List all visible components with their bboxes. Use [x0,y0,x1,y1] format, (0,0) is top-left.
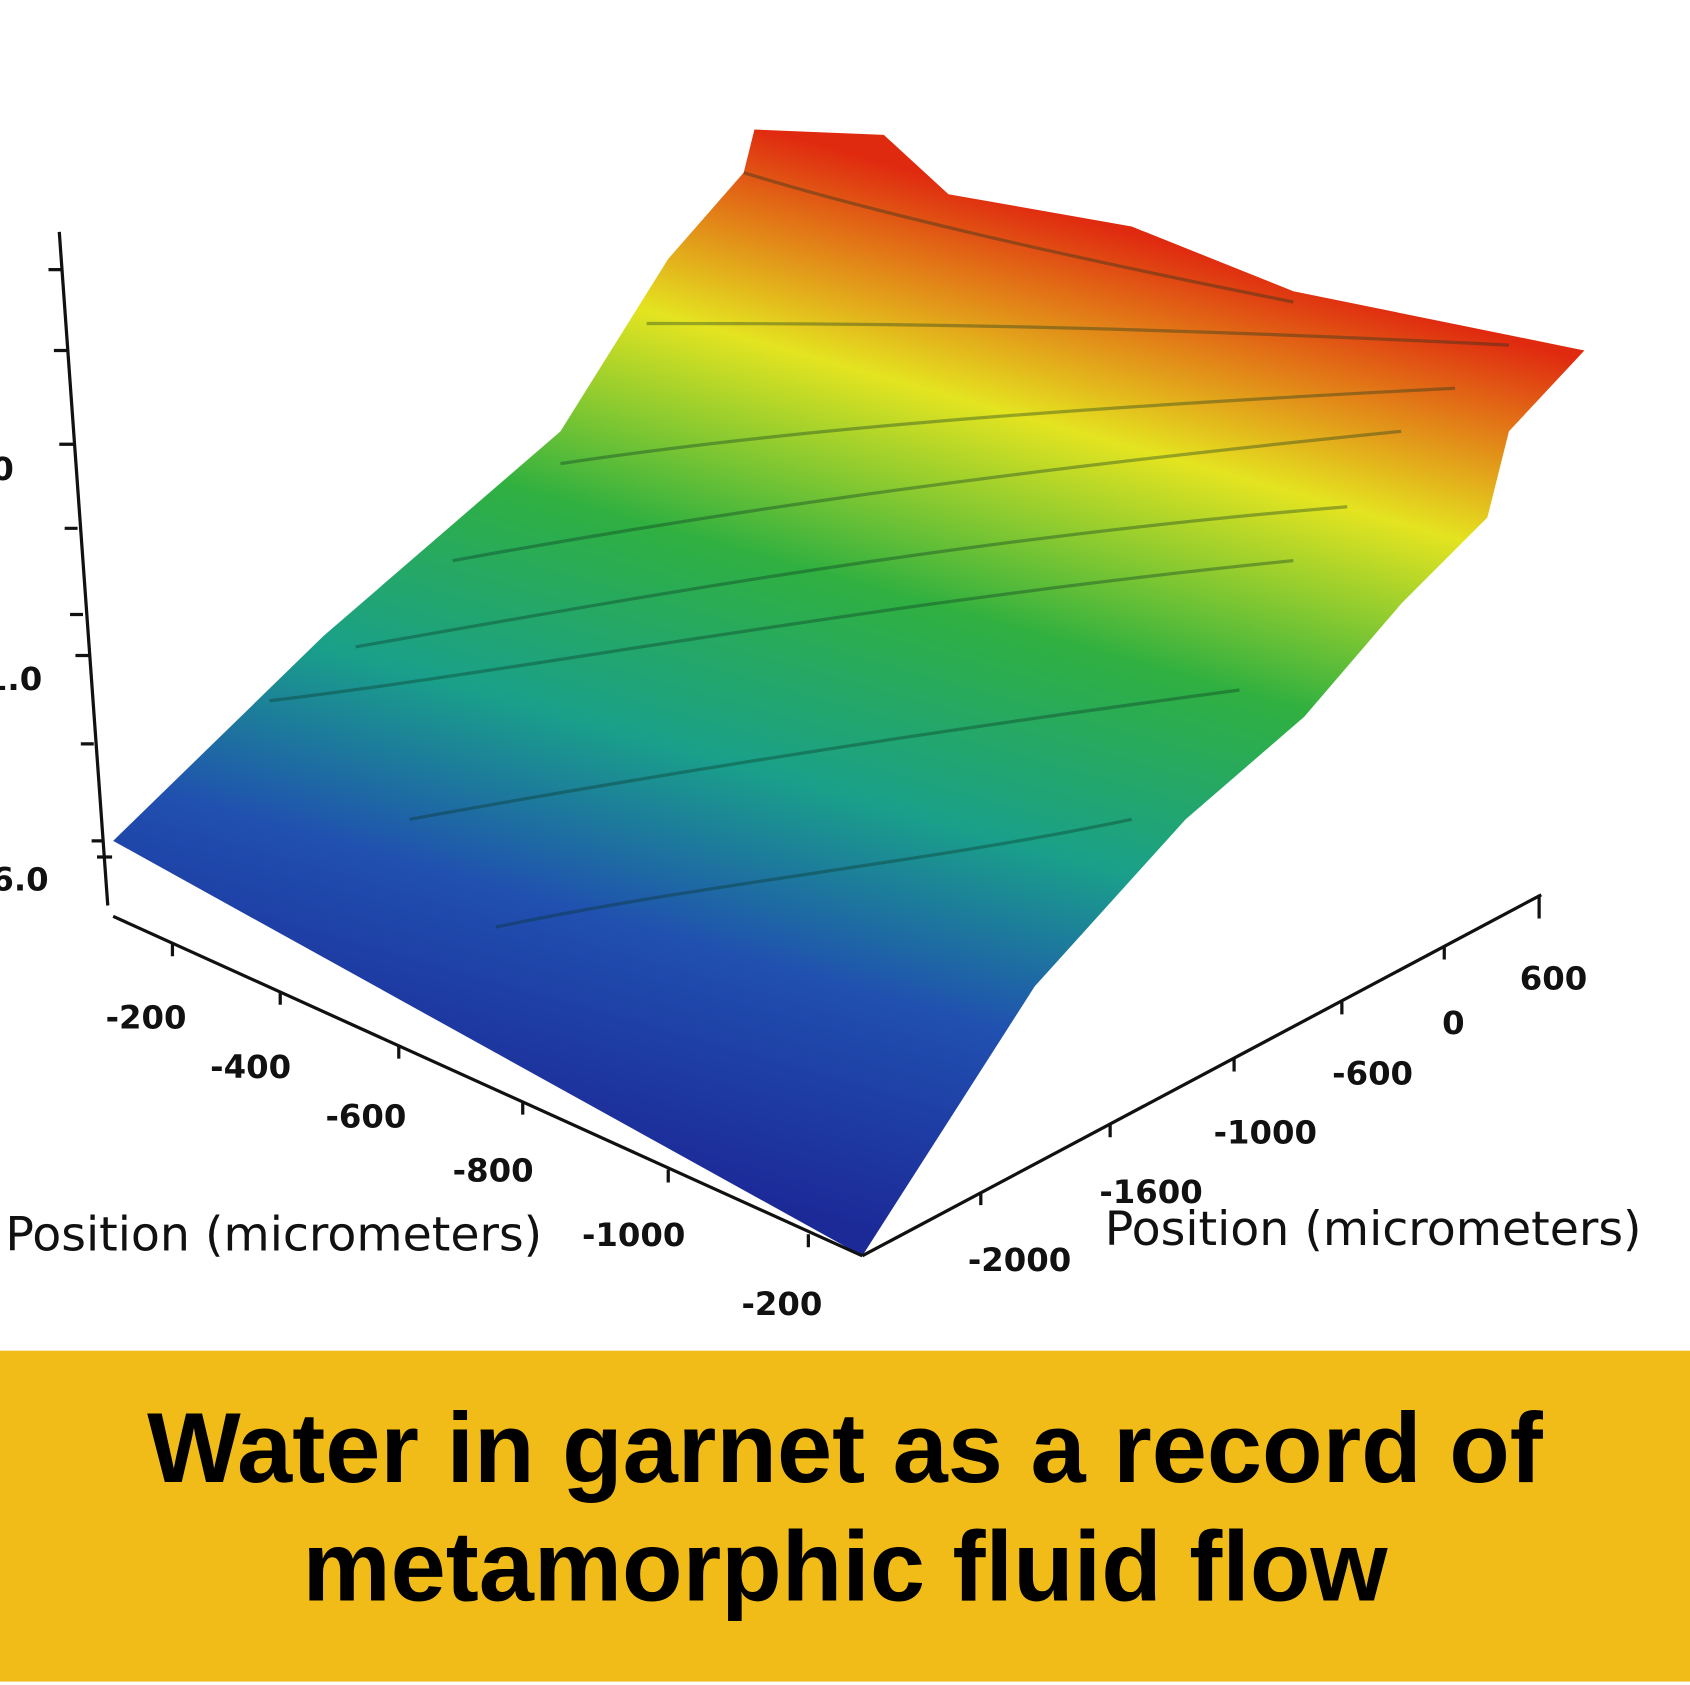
right-tick-label: 0 [1442,1004,1465,1042]
right-tick-label: -1600 [1099,1173,1202,1211]
left-axis-label: Position (micrometers) [5,1207,542,1262]
z-tick-label: 6.0 [0,860,49,898]
right-tick-label: -1000 [1214,1114,1317,1152]
z-tick-label: 1.0 [0,660,42,698]
caption-line: Water in garnet as a record of [147,1393,1544,1504]
right-tick-label: 600 [1520,960,1587,998]
left-tick-label: -200 [106,998,187,1036]
left-tick-label: -400 [210,1048,291,1086]
tick-labels: 0 1.0 6.0 -200 -400 -600 -800 -1000 -200… [0,450,1587,1323]
left-tick-label: -200 [742,1285,823,1323]
right-tick-label: -2000 [968,1241,1071,1279]
caption-band [0,1350,1690,1682]
caption-line: metamorphic fluid flow [302,1512,1388,1623]
z-tick-label: 0 [0,450,14,488]
right-axis-label: Position (micrometers) [1105,1202,1642,1257]
left-tick-label: -1000 [582,1216,685,1254]
surface [113,129,1585,1256]
right-tick-label: -600 [1332,1054,1413,1092]
surface-ridges [269,171,1510,929]
axes [48,231,1543,1258]
left-tick-label: -800 [453,1151,534,1189]
left-tick-label: -600 [325,1098,406,1136]
